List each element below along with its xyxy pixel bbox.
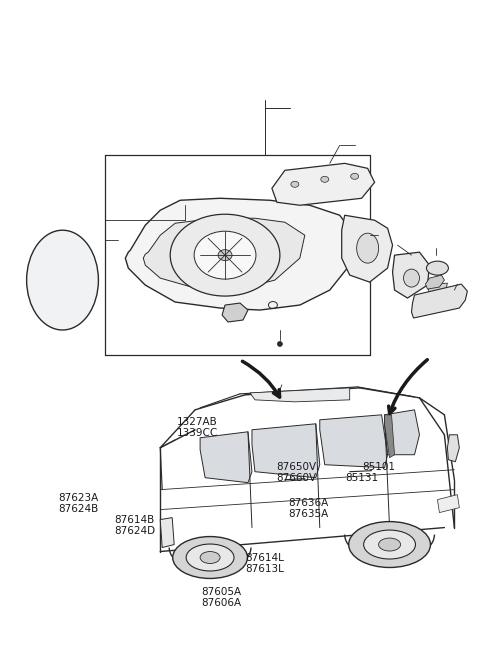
Polygon shape xyxy=(200,432,252,483)
Ellipse shape xyxy=(351,174,359,179)
Ellipse shape xyxy=(173,536,248,578)
Ellipse shape xyxy=(426,261,448,275)
Polygon shape xyxy=(393,252,430,298)
Ellipse shape xyxy=(321,176,329,182)
Text: 87613L: 87613L xyxy=(245,565,284,574)
Polygon shape xyxy=(342,215,393,282)
Ellipse shape xyxy=(404,269,420,287)
Ellipse shape xyxy=(379,538,400,551)
Ellipse shape xyxy=(291,181,299,187)
Ellipse shape xyxy=(357,233,379,263)
Text: 85101: 85101 xyxy=(362,462,395,472)
Polygon shape xyxy=(447,435,459,462)
Text: 87660V: 87660V xyxy=(276,473,316,483)
Polygon shape xyxy=(144,218,305,290)
Ellipse shape xyxy=(348,521,431,567)
Text: 87623A: 87623A xyxy=(58,493,98,503)
Polygon shape xyxy=(125,198,355,310)
Ellipse shape xyxy=(186,544,234,571)
Polygon shape xyxy=(428,283,447,294)
Polygon shape xyxy=(222,303,248,322)
Polygon shape xyxy=(384,415,395,458)
Ellipse shape xyxy=(364,530,416,559)
Polygon shape xyxy=(272,163,374,205)
Text: 87606A: 87606A xyxy=(202,598,242,608)
Polygon shape xyxy=(250,388,350,402)
Polygon shape xyxy=(384,410,420,455)
Polygon shape xyxy=(425,275,444,289)
Text: 87605A: 87605A xyxy=(202,588,242,597)
Polygon shape xyxy=(411,284,468,318)
Text: 87636A: 87636A xyxy=(288,498,328,508)
Ellipse shape xyxy=(218,250,232,261)
Text: 87614B: 87614B xyxy=(115,515,155,525)
Ellipse shape xyxy=(277,341,282,346)
Text: 1339CC: 1339CC xyxy=(177,428,218,438)
Text: 87635A: 87635A xyxy=(288,509,328,519)
Polygon shape xyxy=(252,424,320,477)
Polygon shape xyxy=(320,415,387,468)
Polygon shape xyxy=(160,517,174,548)
Polygon shape xyxy=(437,495,459,513)
Text: 85131: 85131 xyxy=(345,473,378,483)
Ellipse shape xyxy=(26,230,98,330)
Ellipse shape xyxy=(194,231,256,279)
Text: 87624B: 87624B xyxy=(58,504,98,514)
Ellipse shape xyxy=(200,552,220,563)
Text: 1327AB: 1327AB xyxy=(177,417,217,427)
Ellipse shape xyxy=(170,214,280,296)
Text: 87614L: 87614L xyxy=(245,553,284,563)
Text: 87624D: 87624D xyxy=(115,527,156,536)
Text: 87650V: 87650V xyxy=(276,462,316,472)
